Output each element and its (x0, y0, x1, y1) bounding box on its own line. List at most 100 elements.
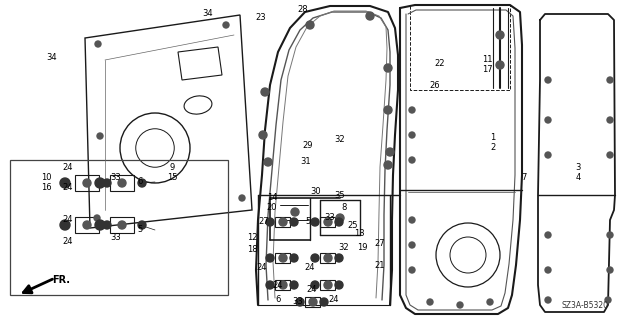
Text: 27: 27 (374, 239, 385, 248)
Circle shape (545, 232, 551, 238)
Circle shape (336, 214, 344, 222)
Text: 24: 24 (63, 183, 73, 192)
Text: 33: 33 (111, 234, 122, 242)
Text: 7: 7 (522, 174, 527, 182)
Text: 13: 13 (354, 229, 364, 239)
Text: 24: 24 (329, 295, 339, 305)
Circle shape (138, 179, 146, 187)
Text: SZ3A-B5320: SZ3A-B5320 (561, 300, 609, 309)
Circle shape (335, 254, 343, 262)
Circle shape (279, 281, 287, 289)
Circle shape (290, 254, 298, 262)
Text: 16: 16 (41, 183, 51, 192)
Text: 1: 1 (490, 133, 495, 143)
Text: 12: 12 (247, 234, 257, 242)
Circle shape (545, 267, 551, 273)
Text: 31: 31 (301, 158, 311, 167)
Text: 5: 5 (305, 218, 310, 226)
Text: 24: 24 (307, 286, 317, 294)
Text: 5: 5 (138, 226, 143, 234)
Text: 6: 6 (138, 177, 143, 187)
Circle shape (545, 297, 551, 303)
Text: 17: 17 (482, 65, 492, 75)
Circle shape (427, 299, 433, 305)
Circle shape (291, 208, 299, 216)
Text: 27: 27 (259, 218, 269, 226)
Text: 33: 33 (324, 213, 335, 222)
Text: 30: 30 (310, 188, 321, 197)
Circle shape (95, 41, 101, 47)
Circle shape (496, 61, 504, 69)
Circle shape (118, 179, 126, 187)
Text: 24: 24 (63, 238, 73, 247)
Circle shape (384, 106, 392, 114)
Circle shape (223, 22, 229, 28)
Text: 15: 15 (167, 174, 177, 182)
Text: 33: 33 (292, 298, 303, 307)
Text: 10: 10 (41, 174, 51, 182)
Text: 22: 22 (435, 60, 445, 69)
Text: 24: 24 (305, 263, 316, 272)
Circle shape (487, 299, 493, 305)
Circle shape (607, 232, 613, 238)
Circle shape (545, 77, 551, 83)
Circle shape (279, 254, 287, 262)
Text: 3: 3 (575, 164, 580, 173)
Circle shape (94, 215, 100, 221)
Circle shape (545, 152, 551, 158)
Circle shape (409, 217, 415, 223)
Circle shape (409, 157, 415, 163)
Circle shape (309, 298, 317, 306)
Text: 11: 11 (482, 56, 492, 64)
Text: 18: 18 (246, 246, 257, 255)
Circle shape (264, 158, 272, 166)
Text: 21: 21 (375, 261, 385, 270)
Text: 24: 24 (257, 263, 268, 272)
Text: FR.: FR. (52, 275, 70, 285)
Circle shape (386, 148, 394, 156)
Circle shape (83, 179, 91, 187)
Text: 32: 32 (339, 243, 349, 253)
Circle shape (306, 21, 314, 29)
Circle shape (266, 218, 274, 226)
Circle shape (60, 178, 70, 188)
Circle shape (545, 117, 551, 123)
Circle shape (311, 254, 319, 262)
Circle shape (97, 133, 103, 139)
Text: 28: 28 (298, 5, 308, 14)
Circle shape (607, 117, 613, 123)
Circle shape (239, 195, 245, 201)
Text: 34: 34 (47, 53, 58, 62)
Text: 8: 8 (341, 204, 347, 212)
Circle shape (266, 254, 274, 262)
Circle shape (409, 132, 415, 138)
Text: 24: 24 (63, 216, 73, 225)
Circle shape (607, 77, 613, 83)
Bar (10, 160, 228, 295)
Text: 4: 4 (575, 174, 580, 182)
Text: 34: 34 (203, 10, 213, 19)
Text: 20: 20 (267, 203, 277, 211)
Text: 6: 6 (275, 295, 281, 305)
Circle shape (335, 281, 343, 289)
Circle shape (384, 64, 392, 72)
Text: 32: 32 (335, 136, 346, 145)
Circle shape (320, 298, 328, 306)
Circle shape (409, 107, 415, 113)
Circle shape (311, 281, 319, 289)
Circle shape (366, 12, 374, 20)
Text: 24: 24 (273, 280, 284, 290)
Circle shape (605, 297, 611, 303)
Circle shape (607, 267, 613, 273)
Text: 14: 14 (267, 192, 277, 202)
Circle shape (324, 218, 332, 226)
Text: 25: 25 (348, 220, 358, 229)
Circle shape (266, 281, 274, 289)
Circle shape (279, 218, 287, 226)
Circle shape (457, 302, 463, 308)
Circle shape (607, 152, 613, 158)
Circle shape (409, 267, 415, 273)
Circle shape (261, 88, 269, 96)
Circle shape (103, 221, 111, 229)
Circle shape (290, 281, 298, 289)
